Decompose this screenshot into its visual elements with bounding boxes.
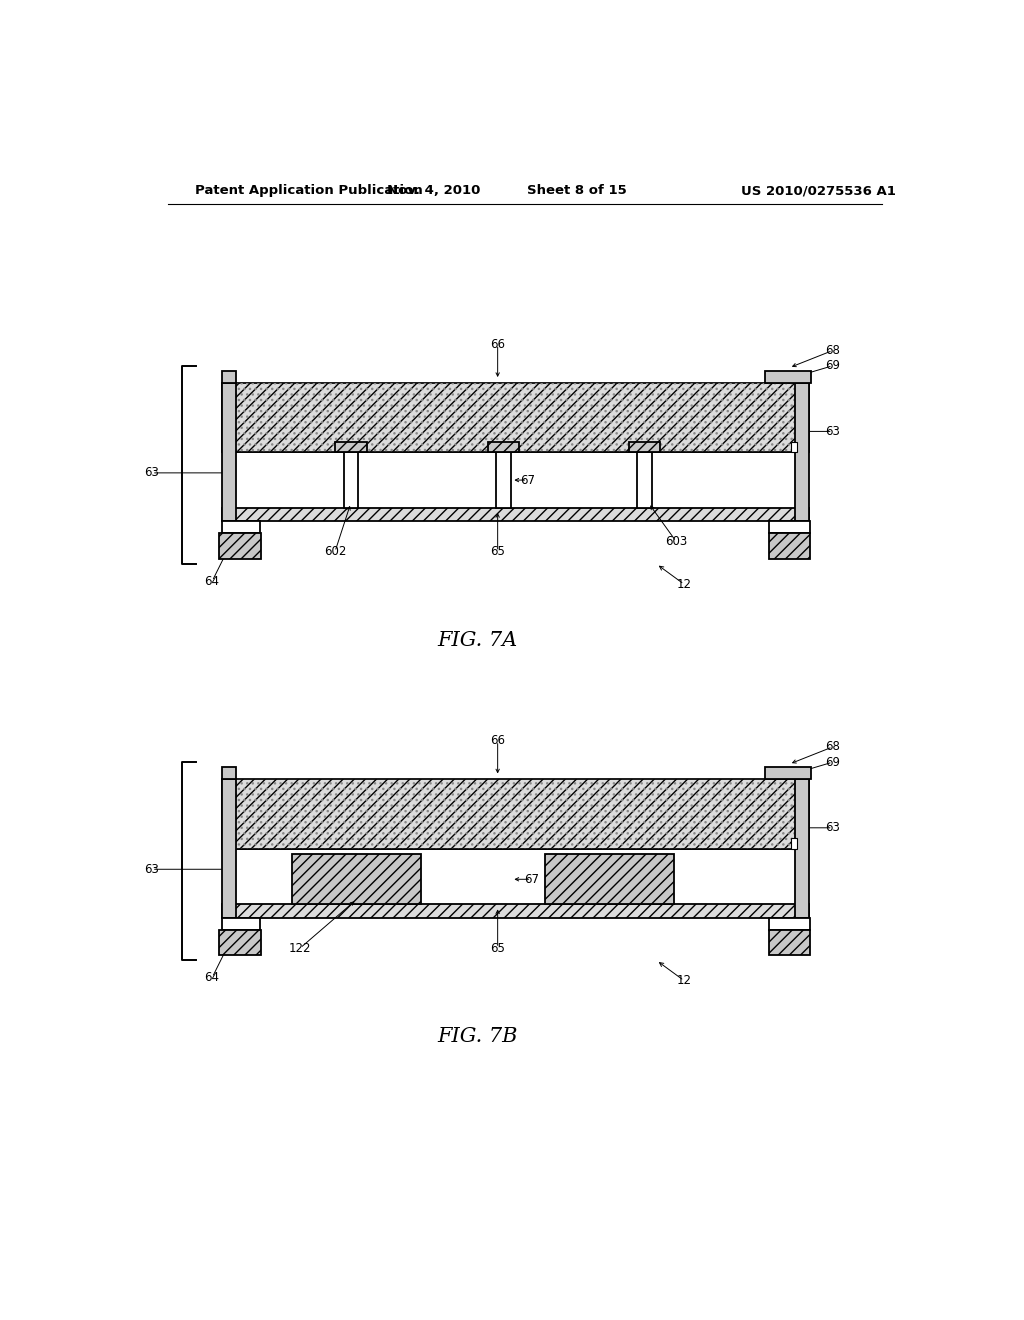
Bar [795,779,809,917]
Bar [637,453,651,508]
Bar [765,767,811,779]
Bar [219,533,260,558]
Bar [221,521,260,533]
Bar [344,453,358,508]
Text: 68: 68 [825,345,840,356]
Text: 12: 12 [677,578,691,591]
Bar [769,533,811,558]
Text: 64: 64 [205,574,219,587]
Text: 66: 66 [490,338,505,351]
Text: 69: 69 [825,359,841,372]
Bar [769,521,811,533]
Bar [221,767,236,779]
Text: Sheet 8 of 15: Sheet 8 of 15 [526,185,627,198]
Text: Nov. 4, 2010: Nov. 4, 2010 [387,185,480,198]
Bar [221,508,809,521]
Text: 63: 63 [144,466,160,479]
Text: US 2010/0275536 A1: US 2010/0275536 A1 [741,185,896,198]
Bar [221,383,809,453]
Text: 69: 69 [825,755,841,768]
Text: FIG. 7B: FIG. 7B [437,1027,517,1045]
Bar [795,383,809,521]
Text: 63: 63 [825,425,840,438]
Text: 67: 67 [520,474,535,487]
Bar [221,383,236,521]
Text: 68: 68 [825,741,840,754]
Bar [221,779,809,849]
Bar [292,854,421,904]
Text: Patent Application Publication: Patent Application Publication [196,185,423,198]
Bar [769,929,811,956]
Bar [765,371,811,383]
Text: 63: 63 [825,821,840,834]
Bar [791,442,797,453]
Bar [769,917,811,929]
Bar [487,442,519,453]
Bar [629,442,660,453]
Bar [497,453,511,508]
Bar [221,779,809,849]
Bar [221,371,236,383]
Bar [221,383,809,453]
Text: 63: 63 [144,863,160,875]
Text: 65: 65 [490,941,505,954]
Text: 122: 122 [289,941,311,954]
Text: FIG. 7A: FIG. 7A [437,631,517,649]
Bar [545,854,674,904]
Bar [219,929,260,956]
Text: 66: 66 [490,734,505,747]
Bar [335,442,367,453]
Bar [221,917,260,929]
Bar [221,904,809,917]
Text: 603: 603 [666,535,687,548]
Text: 64: 64 [205,972,219,985]
Bar [791,838,797,849]
Text: 602: 602 [324,545,346,558]
Text: 12: 12 [677,974,691,987]
Text: 65: 65 [490,545,505,558]
Bar [221,779,236,917]
Text: 67: 67 [524,873,539,886]
